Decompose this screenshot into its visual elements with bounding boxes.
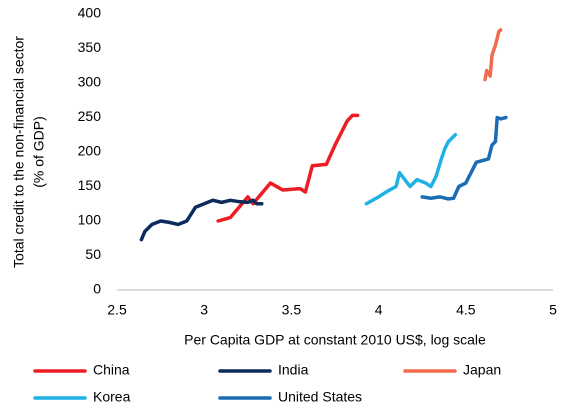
legend-label: China <box>93 362 130 378</box>
x-tick-label: 4.5 <box>456 302 476 318</box>
y-tick-label: 0 <box>93 281 101 297</box>
series-line <box>139 198 264 242</box>
y-axis-title: Total credit to the non-financial sector <box>11 36 27 268</box>
x-tick-label: 4 <box>375 302 383 318</box>
legend-label: Korea <box>93 389 131 405</box>
y-tick-label: 300 <box>78 74 102 90</box>
y-tick-label: 200 <box>78 143 102 159</box>
series-line <box>364 133 458 206</box>
y-tick-label: 150 <box>78 177 102 193</box>
x-axis-title: Per Capita GDP at constant 2010 US$, log… <box>184 332 486 348</box>
y-tick-label: 350 <box>78 39 102 55</box>
legend-label: United States <box>278 389 362 405</box>
y-axis-title: (% of GDP) <box>31 116 47 188</box>
y-tick-label: 400 <box>78 5 102 21</box>
series-line <box>216 113 360 223</box>
legend-label: Japan <box>463 362 501 378</box>
series-line <box>420 115 508 201</box>
y-tick-label: 50 <box>85 246 101 262</box>
x-tick-label: 3.5 <box>282 302 302 318</box>
y-tick-label: 250 <box>78 108 102 124</box>
y-tick-label: 100 <box>78 212 102 228</box>
x-tick-label: 5 <box>549 302 557 318</box>
legend-label: India <box>278 362 309 378</box>
series-line <box>483 28 503 82</box>
x-tick-label: 2.5 <box>107 302 127 318</box>
x-tick-label: 3 <box>200 302 208 318</box>
